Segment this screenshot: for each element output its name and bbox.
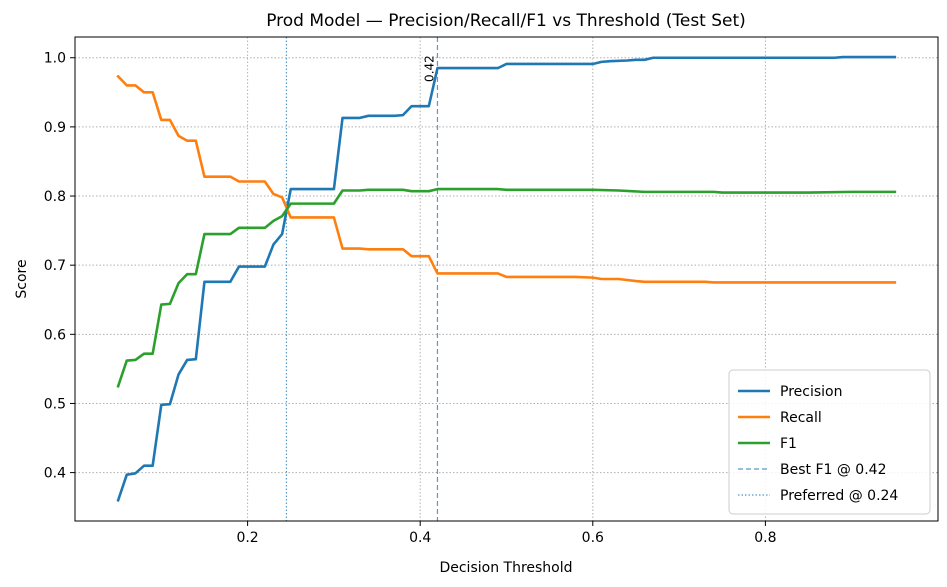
x-tick-label: 0.6 — [582, 530, 604, 546]
legend-f1-label: F1 — [780, 436, 797, 452]
x-tick-label: 0.4 — [409, 530, 431, 546]
chart-title: Prod Model — Precision/Recall/F1 vs Thre… — [266, 11, 746, 31]
legend: Precision Recall F1 Best F1 @ 0.42 Preferred… — [728, 369, 931, 515]
y-axis-label: Score — [14, 259, 30, 298]
x-axis-ticks: 0.2 0.4 0.6 0.8 — [236, 521, 777, 546]
legend-preferred-label: Preferred @ 0.24 — [780, 488, 898, 504]
f1-line — [116, 187, 897, 388]
y-tick-label: 0.4 — [44, 466, 66, 482]
y-axis-ticks: 0.4 0.5 0.6 0.7 0.8 0.9 1.0 — [44, 51, 75, 482]
y-tick-label: 0.5 — [44, 396, 66, 412]
precision-line — [116, 55, 897, 502]
recall-line — [116, 74, 897, 284]
y-tick-label: 0.6 — [44, 327, 66, 343]
y-tick-label: 0.9 — [44, 120, 66, 136]
reference-lines: 0.42 — [285, 37, 439, 521]
grid — [75, 37, 938, 521]
y-tick-label: 1.0 — [44, 51, 66, 67]
legend-best-f1-label: Best F1 @ 0.42 — [780, 462, 886, 478]
y-tick-label: 0.8 — [44, 189, 66, 205]
best-threshold-annotation: 0.42 — [422, 55, 436, 82]
legend-box — [728, 369, 931, 515]
legend-precision-label: Precision — [780, 384, 842, 400]
x-axis-label: Decision Threshold — [439, 560, 572, 576]
x-tick-label: 0.2 — [236, 530, 258, 546]
legend-recall-label: Recall — [780, 410, 822, 426]
y-tick-label: 0.7 — [44, 258, 66, 274]
series-lines — [116, 55, 897, 502]
x-tick-label: 0.8 — [754, 530, 776, 546]
plot-frame — [74, 36, 939, 522]
